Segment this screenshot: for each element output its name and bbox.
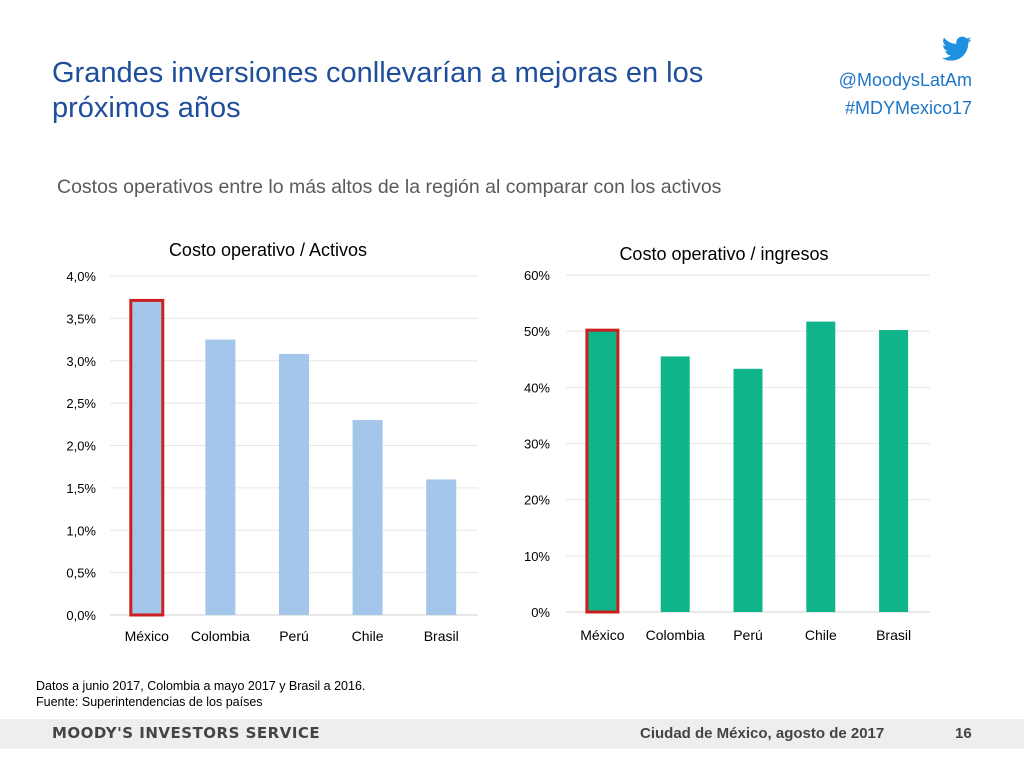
chart-1-title: Costo operativo / Activos: [169, 240, 367, 260]
chart-1-ytick-label: 3,5%: [66, 311, 96, 326]
footer-brand-logo: MOODY'S INVESTORS SERVICE: [52, 724, 321, 742]
chart-1-bar-3: [279, 353, 309, 615]
chart-1-ytick-label: 3,0%: [66, 354, 96, 369]
chart-2-ytick-label: 10%: [524, 549, 550, 564]
footer-place-date: Ciudad de México, agosto de 2017: [640, 725, 885, 742]
chart-2-bar-5: [879, 330, 909, 612]
twitter-handle-link[interactable]: @MoodysLatAm: [838, 70, 972, 90]
chart-2-title: Costo operativo / ingresos: [619, 244, 828, 264]
chart-2-bar-3: [733, 368, 763, 612]
chart-1-ytick-label: 2,5%: [66, 396, 96, 411]
chart-2-category-label: Chile: [805, 627, 837, 643]
chart-2-ytick-label: 20%: [524, 493, 550, 508]
chart-2-ytick-label: 60%: [524, 268, 550, 283]
chart-2-bar-1: [587, 331, 617, 612]
chart-1-category-label: México: [125, 628, 170, 644]
chart-1-highlight-box: [129, 298, 165, 617]
chart-1-category-label: Perú: [279, 628, 309, 644]
chart-1-bar-5: [426, 479, 457, 615]
footnotes: Datos a junio 2017, Colombia a mayo 2017…: [36, 678, 365, 710]
chart-1-category-label: Colombia: [191, 628, 250, 644]
chart-1-ytick-label: 4,0%: [66, 269, 96, 284]
chart-1-category-label: Brasil: [424, 628, 459, 644]
chart-1-bar-4: [352, 420, 383, 615]
footnote-data-dates: Datos a junio 2017, Colombia a mayo 2017…: [36, 679, 366, 693]
chart-1-ytick-label: 0,0%: [66, 608, 96, 623]
chart-2-category-label: Brasil: [876, 627, 911, 643]
chart-2-ytick-label: 50%: [524, 324, 550, 339]
chart-1-bar-2: [205, 339, 236, 615]
chart-2-category-label: Perú: [733, 627, 763, 643]
chart-2-bar-4: [806, 321, 836, 612]
chart-2-ytick-label: 30%: [524, 437, 550, 452]
chart-2-highlight-box: [585, 328, 620, 614]
chart-1-category-label: Chile: [352, 628, 384, 644]
chart-2-category-label: México: [580, 627, 625, 643]
chart-2-category-label: Colombia: [646, 627, 705, 643]
social-box: @MoodysLatAm #MDYMexico17: [732, 36, 972, 122]
chart-1-ytick-label: 1,0%: [66, 523, 96, 538]
page-number: 16: [955, 725, 972, 742]
slide-title: Grandes inversiones conllevarían a mejor…: [52, 57, 704, 124]
twitter-bird-icon: [732, 36, 972, 66]
chart-2-ytick-label: 40%: [524, 380, 550, 395]
footer-bar: [0, 719, 1024, 749]
footnote-source: Fuente: Superintendencias de los países: [36, 695, 263, 709]
slide-subtitle: Costos operativos entre lo más altos de …: [57, 176, 722, 198]
chart-1-ytick-label: 0,5%: [66, 566, 96, 581]
chart-1-ytick-label: 2,0%: [66, 439, 96, 454]
chart-2-ytick-label: 0%: [531, 605, 550, 620]
chart-1-bar-1: [131, 301, 162, 615]
twitter-hashtag-link[interactable]: #MDYMexico17: [844, 98, 972, 118]
chart-2-bar-2: [660, 356, 690, 612]
chart-1-ytick-label: 1,5%: [66, 481, 96, 496]
